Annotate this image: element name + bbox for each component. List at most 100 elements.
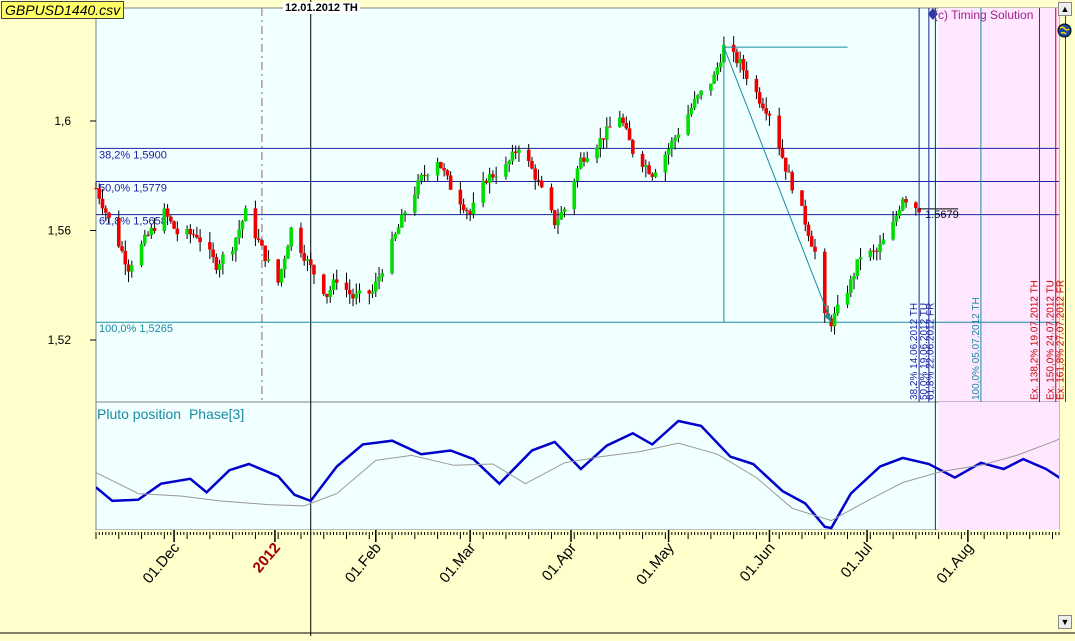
x-tick-label: 01.Jul: [837, 540, 876, 582]
y-tick-label: 1,6: [54, 114, 71, 128]
candle-body: [780, 148, 785, 158]
candle-body: [875, 250, 879, 252]
x-tick-label: 01.Jun: [737, 540, 779, 585]
candle-body: [845, 292, 850, 305]
candle-body: [175, 228, 180, 235]
candle-body: [217, 264, 222, 270]
fib-level-label: 100,0% 1,5265: [99, 323, 173, 335]
copyright-label: (c) Timing Solution: [934, 8, 1034, 22]
candle-body: [777, 115, 782, 149]
candle-body: [601, 138, 606, 140]
candle-body: [439, 162, 443, 169]
candle-body: [422, 174, 427, 176]
globe-icon[interactable]: [1057, 23, 1072, 38]
candle-body: [465, 210, 469, 212]
candle-body: [783, 157, 788, 172]
candle-body: [699, 90, 703, 96]
candle-body: [305, 259, 310, 261]
candle-body: [761, 103, 765, 109]
candle-body: [97, 188, 102, 199]
candle-body: [914, 202, 918, 209]
candle-body: [653, 172, 658, 177]
candle-body: [582, 157, 586, 162]
candle-body: [100, 198, 105, 209]
candle-body: [286, 246, 290, 259]
candle-body: [533, 168, 538, 180]
candle-body: [321, 274, 326, 294]
candle-body: [517, 149, 521, 153]
candle-body: [513, 151, 518, 153]
candle-body: [556, 219, 560, 226]
oscillator-name: Pluto position: [97, 406, 182, 422]
file-title: GBPUSD1440.csv: [1, 1, 125, 19]
candle-body: [221, 254, 225, 265]
candle-body: [331, 279, 336, 291]
candle-body: [393, 234, 398, 239]
candle-body: [673, 137, 677, 142]
candle-body: [380, 273, 385, 277]
candle-body: [143, 234, 147, 244]
candle-body: [832, 313, 837, 327]
candle-body: [243, 208, 248, 222]
candle-body: [448, 175, 453, 190]
candle-body: [604, 126, 609, 140]
candle-body: [624, 122, 629, 129]
candle-body: [230, 250, 235, 255]
time-projection-label: Ex. 161,8% 27.07.2012 FR: [1056, 280, 1067, 400]
candle-body: [325, 293, 329, 297]
candle-body: [647, 165, 651, 174]
candle-body: [539, 180, 544, 188]
oscillator-phase: Phase[3]: [188, 406, 245, 422]
fib-level-label: 38,2% 1,5900: [99, 149, 167, 161]
x-tick-label: 01.May: [633, 539, 678, 588]
candle-body: [692, 98, 697, 108]
candle-body: [416, 180, 420, 195]
candle-body: [510, 151, 515, 162]
candle-body: [595, 147, 599, 159]
candle-body: [598, 138, 603, 148]
candle-body: [530, 161, 534, 169]
candle-body: [185, 228, 189, 235]
time-projection-label: 38,2% 14.06.2012 TH: [909, 303, 920, 400]
candle-body: [302, 253, 307, 261]
candle-body: [419, 174, 424, 181]
candle-body: [787, 171, 791, 173]
oscillator-secondary-line: [96, 438, 1059, 522]
projection-zone: [938, 8, 1059, 402]
scroll-down-icon[interactable]: ▼: [1058, 615, 1072, 629]
candle-body: [621, 117, 625, 123]
candle-body: [214, 256, 219, 270]
candle-body: [458, 189, 463, 205]
time-projection-label: 50,0% 19.06.2012 TU: [919, 303, 930, 400]
candle-body: [400, 214, 404, 228]
candle-body: [266, 259, 271, 262]
candle-body: [195, 234, 199, 238]
candle-body: [126, 264, 131, 272]
candle-body: [549, 187, 554, 211]
candle-body: [461, 204, 466, 211]
time-projection-label: Ex. 150,0% 24.07.2012 TU: [1046, 280, 1057, 400]
candle-body: [904, 199, 908, 203]
candle-body: [608, 126, 612, 128]
candle-body: [468, 211, 472, 215]
candle-body: [686, 114, 690, 135]
x-tick-label: 01.Apr: [539, 540, 580, 585]
candle-body: [347, 289, 352, 295]
candle-body: [172, 221, 176, 229]
candle-body: [858, 257, 863, 260]
candle-body: [891, 221, 895, 240]
marker-diamond-icon: [927, 8, 938, 20]
candle-body: [617, 117, 622, 128]
candle-body: [696, 95, 700, 99]
candle-body: [578, 157, 583, 169]
candle-body: [435, 162, 440, 176]
candle-body: [481, 180, 485, 203]
candle-body: [279, 269, 284, 283]
scroll-up-icon[interactable]: ▲: [1058, 2, 1072, 16]
candle-body: [848, 279, 853, 293]
candle-body: [354, 293, 359, 299]
candle-body: [494, 176, 498, 178]
candle-body: [744, 70, 749, 79]
candle-body: [670, 141, 674, 149]
